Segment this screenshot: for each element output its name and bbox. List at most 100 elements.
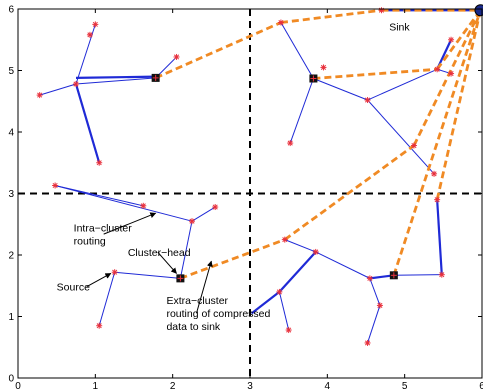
sensor-node	[431, 170, 438, 177]
sensor-marker-stroke	[140, 203, 146, 209]
intra-cluster-link	[367, 99, 435, 175]
annotation-arrow	[86, 273, 112, 288]
sensor-marker-stroke	[212, 204, 218, 210]
sensor-node	[312, 248, 319, 255]
annotation-line: Extra−cluster	[166, 295, 228, 307]
annotation-text: Sink	[389, 22, 410, 34]
sensor-marker-stroke	[52, 182, 58, 189]
extra-cluster-link	[313, 67, 438, 80]
sensor-marker-stroke	[448, 71, 454, 77]
intra-cluster-link	[191, 206, 216, 222]
sensor-marker-stroke	[448, 37, 454, 43]
sensor-marker-stroke	[37, 92, 43, 98]
sensor-node	[320, 64, 327, 71]
sensor-node	[448, 70, 455, 77]
sensor-marker-stroke	[278, 19, 284, 26]
sensor-node	[173, 53, 180, 60]
sensor-marker-stroke	[282, 237, 288, 243]
sensor-node	[378, 7, 385, 14]
y-tick-label: 0	[8, 374, 14, 385]
sensor-node	[438, 271, 445, 278]
intra-cluster-link	[393, 274, 442, 276]
sensor-marker-stroke	[411, 142, 417, 149]
sensor-node	[281, 236, 288, 243]
x-tick-label: 5	[402, 381, 408, 392]
annotation-text: Intra−cluster routing	[74, 223, 133, 248]
sensor-marker-stroke	[367, 275, 373, 281]
sensor-node	[364, 97, 371, 104]
sensor-node	[73, 81, 79, 88]
sensor-marker-stroke	[96, 160, 102, 166]
axis-ticks: 0 1 2 3 4 5 6 0 1 2 3 4 5 6	[8, 5, 483, 392]
quadrant-dividers	[18, 9, 482, 378]
intra-cluster-link	[75, 77, 156, 85]
sensor-node	[96, 322, 103, 329]
sensor-marker-stroke	[112, 269, 118, 275]
cluster-head-node	[389, 271, 398, 280]
intra-cluster-link-active	[250, 291, 281, 315]
intra-cluster-link-active	[436, 199, 443, 275]
intra-cluster-link	[367, 305, 381, 344]
extra-cluster-links	[155, 8, 482, 280]
extra-cluster-link	[392, 9, 482, 276]
x-tick-label: 0	[15, 381, 21, 392]
annotation-line: Source	[57, 282, 90, 294]
sensor-node	[96, 159, 103, 166]
sensor-marker-stroke	[286, 327, 292, 333]
intra-cluster-link-active	[74, 83, 101, 164]
sensor-marker-stroke	[434, 197, 440, 203]
sensor-marker-stroke	[173, 54, 180, 60]
sensor-node	[140, 202, 147, 209]
x-tick-label: 3	[247, 381, 253, 392]
sink-circle	[474, 4, 483, 17]
intra-cluster-link	[289, 78, 314, 144]
sink-node	[474, 4, 483, 17]
sensor-node	[366, 275, 373, 282]
intra-cluster-link	[98, 272, 116, 326]
cluster-heads	[151, 73, 398, 283]
sensor-nodes	[36, 7, 455, 346]
sensor-node	[276, 288, 283, 295]
annotation-arrow	[103, 212, 157, 235]
intra-cluster-link	[39, 83, 77, 96]
y-tick-label: 2	[8, 251, 14, 262]
sensor-node	[376, 302, 383, 309]
intra-cluster-link	[284, 239, 316, 253]
extra-cluster-link	[283, 144, 415, 241]
sensor-marker-stroke	[320, 64, 327, 70]
cluster-head-node	[151, 73, 160, 82]
intra-cluster-link	[179, 221, 193, 279]
sensor-marker-stroke	[287, 140, 293, 146]
sensor-marker-stroke	[96, 323, 102, 329]
y-tick-label: 1	[8, 312, 14, 323]
sensor-marker-stroke	[434, 66, 440, 72]
sensor-node	[277, 19, 284, 26]
sensor-node	[448, 36, 455, 43]
intra-cluster-link	[369, 278, 381, 306]
intra-cluster-link	[75, 24, 96, 85]
intra-cluster-link	[315, 251, 371, 279]
annotation-text: Extra−cluster routing of compressed data t…	[166, 295, 270, 333]
annotation-line: Sink	[389, 22, 410, 34]
sensor-node	[212, 204, 219, 211]
sensor-marker-stroke	[364, 97, 371, 103]
sensor-marker-stroke	[431, 171, 437, 177]
sensor-node	[52, 182, 59, 189]
sensor-marker-stroke	[377, 302, 383, 308]
sensor-marker-stroke	[313, 249, 319, 255]
y-tick-label: 3	[8, 189, 14, 200]
extra-cluster-link	[280, 8, 382, 24]
intra-cluster-link	[278, 291, 290, 331]
extra-cluster-link	[436, 9, 482, 71]
sensor-marker-stroke	[439, 272, 445, 278]
sensor-node	[111, 269, 118, 276]
sensor-marker-stroke	[364, 340, 371, 346]
sensor-node	[410, 142, 417, 149]
sensor-node	[364, 339, 371, 346]
intra-cluster-link	[313, 78, 368, 101]
intra-cluster-link	[367, 68, 438, 101]
extra-cluster-link	[412, 9, 482, 147]
sensor-marker-stroke	[92, 21, 98, 27]
extra-cluster-link	[179, 238, 286, 280]
